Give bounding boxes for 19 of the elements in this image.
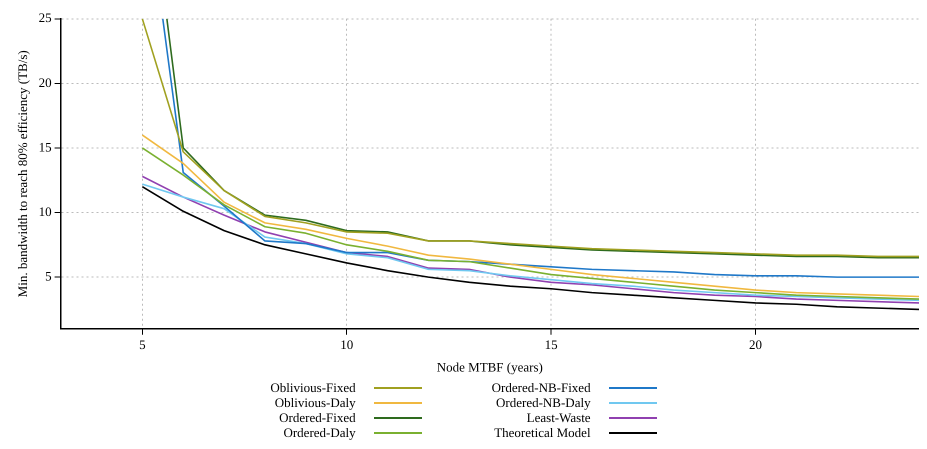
legend-label: Ordered-Fixed [279,410,356,426]
y-tick-label: 25 [38,10,52,26]
y-tick-label: 20 [38,74,52,90]
x-tick-label: 5 [139,337,146,352]
legend-label: Theoretical Model [494,424,591,440]
x-tick-label: 20 [748,337,762,352]
legend-label: Ordered-NB-Daly [496,394,591,410]
legend-label: Ordered-NB-Fixed [492,380,591,396]
y-tick-label: 5 [45,268,52,284]
legend-label: Least-Waste [526,410,591,426]
x-axis-title: Node MTBF (years) [436,360,543,375]
y-axis-title: Min. bandwidth to reach 80% efficiency (TB/s) [15,50,30,298]
x-tick-label: 15 [544,337,558,352]
legend-label: Oblivious-Daly [274,394,356,410]
y-tick-label: 10 [38,204,52,219]
x-tick-label: 10 [340,337,354,352]
legend-label: Oblivious-Fixed [270,380,356,396]
y-tick-label: 15 [38,139,52,154]
legend-label: Ordered-Daly [283,424,356,440]
